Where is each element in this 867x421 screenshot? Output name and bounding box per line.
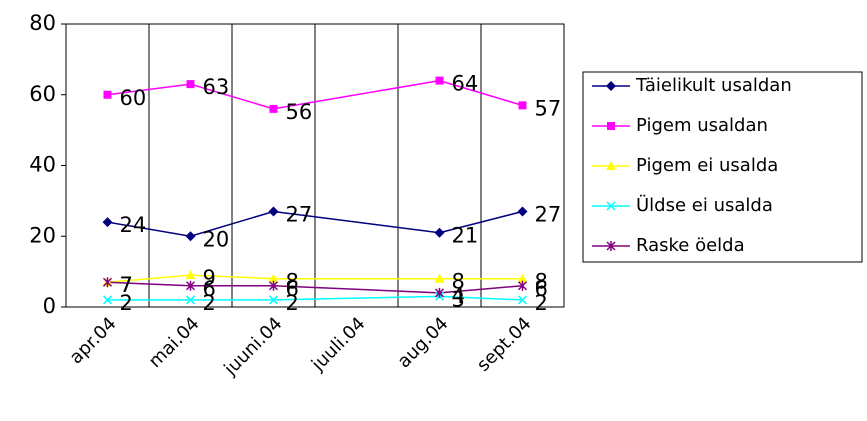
marker xyxy=(185,280,196,291)
y-tick-label: 20 xyxy=(29,223,56,247)
x-tick-label: juuni.04 xyxy=(219,313,286,380)
marker xyxy=(102,277,113,288)
data-label: 2 xyxy=(535,291,548,315)
marker xyxy=(185,231,196,242)
marker xyxy=(606,241,616,251)
x-tick-label: aug.04 xyxy=(394,313,453,372)
data-label: 3 xyxy=(452,287,465,311)
marker xyxy=(607,122,615,130)
marker xyxy=(517,206,528,217)
data-label: 9 xyxy=(203,266,216,290)
series-line xyxy=(439,295,523,301)
series-line xyxy=(439,210,523,234)
data-label: 4 xyxy=(452,284,465,308)
x-tick-label: juuli.04 xyxy=(307,313,370,376)
x-tick-label: sept.04 xyxy=(473,313,536,376)
legend: Täielikult usaldan Pigem usaldan Pigem ei … xyxy=(592,75,792,256)
marker xyxy=(268,206,279,217)
gap-connector xyxy=(273,210,440,234)
marker xyxy=(435,76,444,85)
marker xyxy=(606,81,616,91)
legend-label: Raske öelda xyxy=(636,235,745,256)
x-tick-label: mai.04 xyxy=(145,313,204,372)
marker xyxy=(434,227,445,238)
marker xyxy=(606,201,616,211)
marker xyxy=(102,295,113,305)
gap-connector xyxy=(273,285,440,294)
y-tick-label: 60 xyxy=(29,82,56,106)
marker xyxy=(269,104,278,113)
marker xyxy=(518,101,527,110)
data-label: 63 xyxy=(203,75,230,99)
marker xyxy=(517,295,528,305)
data-label: 60 xyxy=(120,86,147,110)
data-label: 2 xyxy=(203,291,216,315)
marker xyxy=(434,273,445,283)
marker xyxy=(268,280,279,291)
series-line xyxy=(439,285,523,294)
data-label: 27 xyxy=(286,202,313,226)
y-tick-label: 80 xyxy=(29,11,56,35)
gap-connector xyxy=(273,79,440,110)
x-tick-label: apr.04 xyxy=(66,313,121,368)
gap-connector xyxy=(273,295,440,301)
data-label: 24 xyxy=(120,213,147,237)
data-label: 27 xyxy=(535,202,562,226)
data-label: 8 xyxy=(535,270,548,294)
data-label: 2 xyxy=(120,291,133,315)
legend-label: Pigem usaldan xyxy=(636,115,768,136)
y-tick-label: 40 xyxy=(29,153,56,177)
series-line xyxy=(439,79,523,107)
legend-label: Üldse ei usalda xyxy=(636,194,773,216)
legend-label: Pigem ei usalda xyxy=(636,155,778,176)
category-grid xyxy=(148,24,482,307)
data-label: 7 xyxy=(120,273,133,297)
legend-label: Täielikult usaldan xyxy=(635,75,792,96)
data-label: 7 xyxy=(120,273,133,297)
marker xyxy=(185,270,196,280)
marker xyxy=(185,295,196,305)
data-label: 2 xyxy=(286,291,299,315)
data-label: 56 xyxy=(286,100,313,124)
data-label: 21 xyxy=(452,224,479,248)
marker xyxy=(103,90,112,99)
legend-box xyxy=(582,71,863,263)
marker xyxy=(517,280,528,291)
data-label: 8 xyxy=(452,270,465,294)
data-label: 8 xyxy=(286,270,299,294)
marker xyxy=(268,295,279,305)
data-label: 6 xyxy=(203,277,216,301)
marker xyxy=(102,217,113,228)
marker xyxy=(186,80,195,89)
marker xyxy=(268,273,279,283)
marker xyxy=(434,287,445,298)
data-label: 6 xyxy=(535,277,548,301)
marker xyxy=(606,161,616,170)
marker xyxy=(517,273,528,283)
data-label: 20 xyxy=(203,227,230,251)
y-tick-label: 0 xyxy=(43,294,56,318)
data-label: 64 xyxy=(452,72,479,96)
data-label: 6 xyxy=(286,277,299,301)
data-label: 57 xyxy=(535,96,562,120)
